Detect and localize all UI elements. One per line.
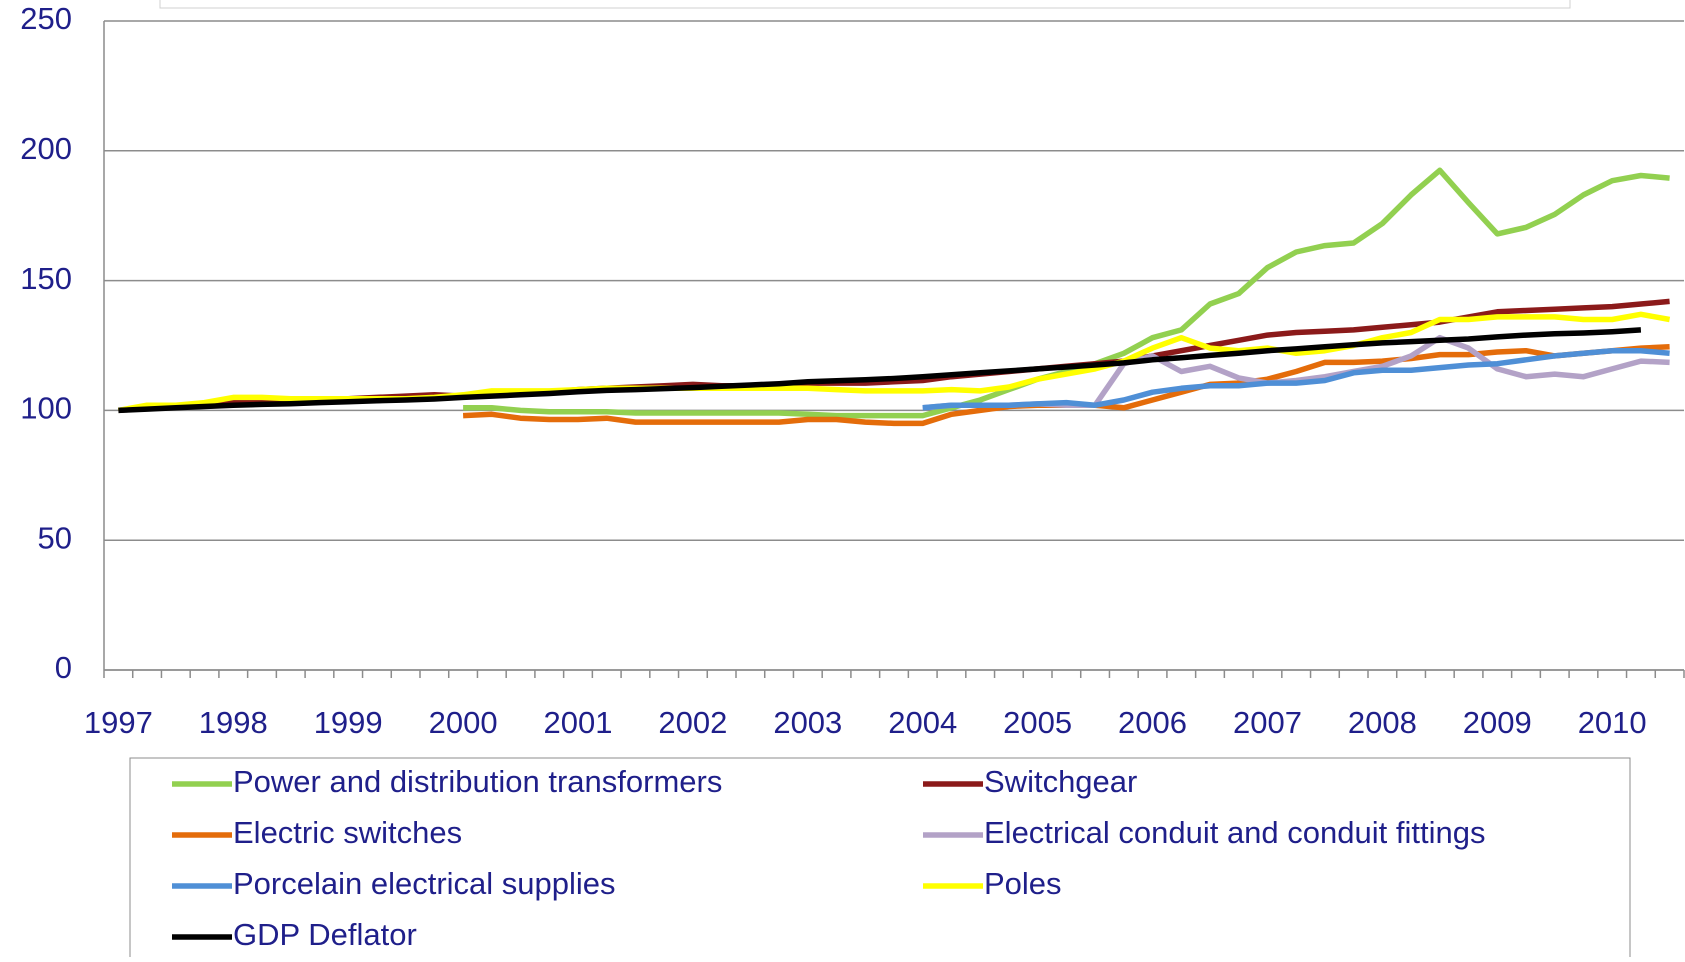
x-tick-label: 1998 <box>199 705 268 740</box>
y-tick-label: 0 <box>55 650 72 685</box>
legend-label: Poles <box>984 866 1062 901</box>
x-tick-label: 2007 <box>1233 705 1302 740</box>
legend-label: Electrical conduit and conduit fittings <box>984 815 1485 850</box>
y-tick-label: 200 <box>20 131 72 166</box>
x-tick-label: 2006 <box>1118 705 1187 740</box>
x-tick-label: 2009 <box>1463 705 1532 740</box>
line-series <box>463 167 1670 419</box>
x-tick-label: 2004 <box>888 705 957 740</box>
line-series <box>118 327 1642 414</box>
y-tick-label: 100 <box>20 391 72 426</box>
legend-label: Switchgear <box>984 764 1137 799</box>
y-tick-label: 50 <box>38 520 72 555</box>
title-box <box>159 0 1571 9</box>
x-tick-label: 2003 <box>773 705 842 740</box>
x-tick-label: 1997 <box>84 705 153 740</box>
legend-label: GDP Deflator <box>233 917 417 952</box>
y-tick-label: 150 <box>20 261 72 296</box>
legend-label: Power and distribution transformers <box>233 764 722 799</box>
x-tick-label: 1999 <box>314 705 383 740</box>
legend-label: Electric switches <box>233 815 462 850</box>
x-tick-label: 2001 <box>544 705 613 740</box>
x-tick-label: 2002 <box>658 705 727 740</box>
x-tick-label: 2005 <box>1003 705 1072 740</box>
x-tick-label: 2010 <box>1578 705 1647 740</box>
x-tick-label: 2000 <box>429 705 498 740</box>
legend-label: Porcelain electrical supplies <box>233 866 616 901</box>
legend-box <box>129 757 1631 962</box>
line-series <box>117 311 1671 414</box>
y-tick-label: 250 <box>20 1 72 36</box>
line-series <box>922 347 1670 411</box>
x-tick-label: 2008 <box>1348 705 1417 740</box>
